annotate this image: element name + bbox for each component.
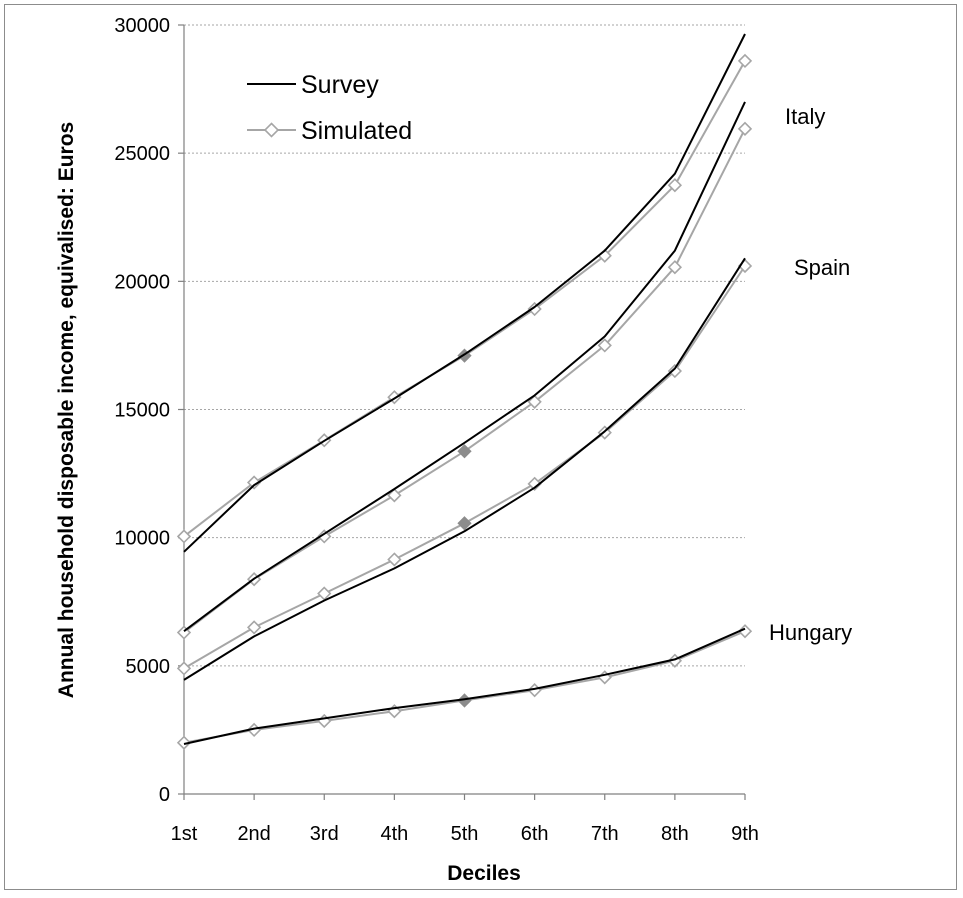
- x-tick-label: 9th: [731, 823, 759, 845]
- y-tick-label: 15000: [114, 400, 170, 422]
- label-spain: Spain: [794, 255, 850, 280]
- data-point-marker: [597, 338, 612, 353]
- data-point-marker: [667, 260, 683, 275]
- data-point-marker: [176, 735, 192, 750]
- label-italy: Italy: [785, 104, 825, 129]
- data-point-marker: [527, 476, 542, 491]
- x-tick-label: 7th: [591, 823, 619, 845]
- x-tick-label: 2nd: [237, 823, 270, 845]
- y-tick-label: 0: [159, 784, 170, 806]
- y-tick-label: 5000: [126, 656, 171, 678]
- data-point-marker: [317, 529, 332, 544]
- data-point-marker: [457, 444, 472, 459]
- series-line-spain-survey: [183, 101, 746, 633]
- data-point-marker: [176, 529, 192, 544]
- series-line-hungary-survey: [183, 627, 746, 745]
- data-point-marker: [176, 661, 192, 676]
- x-tick-label: 6th: [521, 823, 549, 845]
- data-point-marker: [527, 301, 542, 317]
- legend-simulated-marker: [263, 122, 280, 138]
- data-point-marker: [317, 713, 332, 729]
- x-tick-label: 4th: [380, 823, 408, 845]
- data-point-marker: [457, 516, 472, 531]
- y-axis-title: Annual household disposable income, equi…: [55, 122, 78, 698]
- x-tick-label: 1st: [171, 823, 198, 845]
- data-point-marker: [387, 488, 402, 503]
- series-line-italy-top-survey: [183, 33, 746, 553]
- data-point-marker: [387, 552, 402, 567]
- chart-frame: [4, 4, 957, 890]
- x-tick-label: 3rd: [310, 823, 339, 845]
- data-point-marker: [246, 475, 262, 490]
- data-point-marker: [737, 624, 753, 639]
- x-tick-label: 5th: [451, 823, 479, 845]
- data-point-marker: [737, 53, 753, 69]
- y-tick-label: 25000: [114, 143, 170, 165]
- x-tick-label: 8th: [661, 823, 689, 845]
- series-layer: [176, 33, 753, 750]
- series-line-third-survey: [183, 257, 746, 681]
- y-tick-label: 20000: [114, 271, 170, 293]
- x-axis-title: Deciles: [447, 862, 521, 885]
- gridlines: [184, 24, 745, 667]
- legend: Survey Simulated: [247, 71, 412, 145]
- legend-simulated-label: Simulated: [301, 117, 412, 145]
- data-point-marker: [246, 620, 262, 635]
- label-hungary: Hungary: [769, 620, 852, 645]
- series-line-third-simulated: [183, 265, 746, 670]
- legend-survey-label: Survey: [301, 71, 379, 99]
- y-tick-label: 10000: [114, 528, 170, 550]
- y-tick-labels: 0 5000 10000 15000 20000 25000 30000: [114, 15, 184, 806]
- data-point-marker: [667, 363, 683, 379]
- data-point-marker: [737, 121, 753, 136]
- data-point-marker: [667, 178, 683, 193]
- data-point-marker: [527, 394, 542, 409]
- x-tick-labels: 1st 2nd 3rd 4th 5th 6th 7th 8th 9th: [171, 794, 759, 845]
- y-tick-label: 30000: [114, 15, 170, 37]
